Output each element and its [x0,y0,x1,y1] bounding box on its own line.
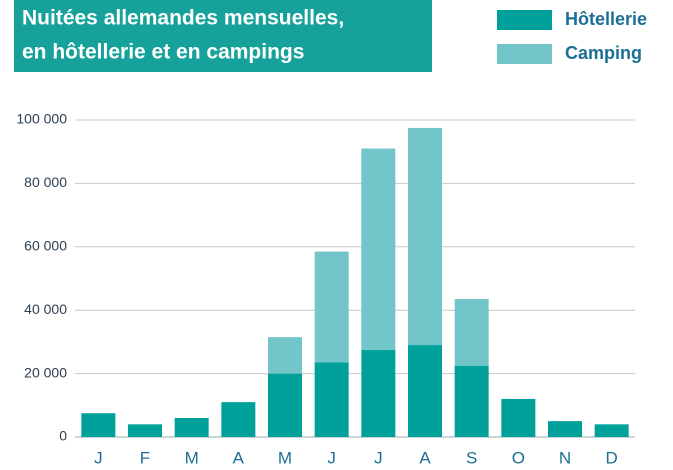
x-tick-label: S [466,448,477,467]
x-tick-label: J [327,448,336,467]
y-tick-label: 100 000 [16,111,67,127]
bar-segment [454,299,489,366]
bar-segment [361,349,396,437]
bar-segment [268,373,302,437]
y-tick-label: 60 000 [24,238,67,254]
title-box [14,0,432,72]
legend-label: Hôtellerie [565,9,647,29]
bar-segment [81,413,116,437]
chart-title: Nuitées allemandes mensuelles, [22,7,344,30]
x-tick-label: A [233,448,245,467]
x-tick-label: J [94,448,103,467]
legend-swatch [497,44,552,64]
bar-segment [128,424,162,437]
bar-segment [408,127,442,346]
bar-segment [268,337,302,374]
bar-segment [314,362,349,437]
bar-segment [548,421,582,437]
x-tick-label: D [606,448,618,467]
x-tick-label: J [374,448,383,467]
bar-segment [501,398,536,437]
legend-swatch [497,10,552,30]
legend-label: Camping [565,43,642,63]
x-tick-label: A [419,448,431,467]
bar-segment [454,365,489,437]
y-tick-label: 80 000 [24,174,67,190]
x-tick-label: F [140,448,150,467]
bar-segment [594,424,629,437]
x-tick-label: M [278,448,292,467]
y-tick-label: 0 [59,428,67,444]
x-tick-label: O [512,448,525,467]
bar-segment [314,251,349,363]
bar-segment [361,148,396,350]
bar-segment [174,417,209,437]
chart-title: en hôtellerie et en campings [22,41,304,64]
y-tick-label: 40 000 [24,301,67,317]
x-tick-label: N [559,448,571,467]
bar-segment [221,402,256,437]
x-tick-label: M [185,448,199,467]
y-tick-label: 20 000 [24,364,67,380]
bar-segment [408,345,442,437]
